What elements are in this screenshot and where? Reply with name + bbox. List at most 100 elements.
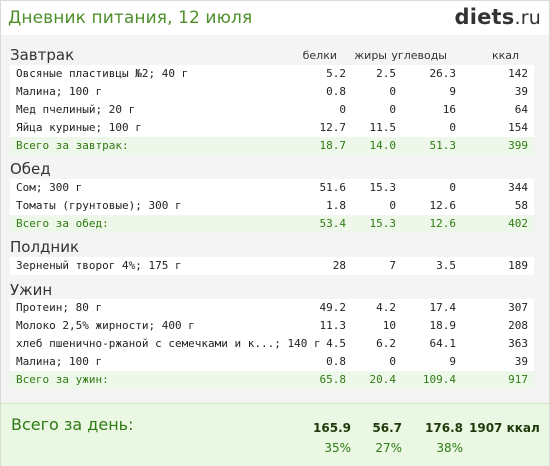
kcal-value: 39	[514, 355, 528, 368]
food-name: Яйца куриные; 100 г	[16, 121, 142, 134]
col-carbs: углеводы	[391, 49, 447, 62]
food-row[interactable]: Сом; 300 г 51.6 15.3 0 344	[10, 179, 534, 197]
protein-value: 0.8	[326, 85, 346, 98]
carbs-value: 18.9	[429, 319, 457, 332]
fat-value: 20.4	[369, 373, 397, 386]
food-name: Молоко 2,5% жирности; 400 г	[16, 319, 195, 332]
carbs-value: 17.4	[429, 301, 457, 314]
day-total-kcal: 1907 ккал	[469, 421, 540, 435]
meal-total-row: Всего за ужин: 65.8 20.4 109.4 917	[10, 371, 534, 389]
food-name: Протеин; 80 г	[16, 301, 103, 314]
kcal-value: 64	[514, 103, 528, 116]
protein-value: 28	[332, 259, 346, 272]
meal-total-label: Всего за обед:	[16, 217, 109, 230]
food-row[interactable]: Овсяные пластивцы №2; 40 г 5.2 2.5 26.3 142	[10, 65, 534, 83]
food-row[interactable]: Мед пчелиный; 20 г 0 0 16 64	[10, 101, 534, 119]
food-row[interactable]: хлеб пшенично-ржаной с семечками и к...;…	[10, 335, 534, 353]
carbs-value: 109.4	[422, 373, 456, 386]
kcal-value: 917	[508, 373, 528, 386]
food-name: Сом; 300 г	[16, 181, 83, 194]
fat-value: 14.0	[369, 139, 397, 152]
fat-value: 0	[389, 85, 396, 98]
day-fat-percent: 27%	[375, 441, 402, 455]
day-protein-percent: 35%	[324, 441, 351, 455]
protein-value: 0	[339, 103, 346, 116]
kcal-value: 58	[514, 199, 528, 212]
food-name: Овсяные пластивцы №2; 40 г	[16, 67, 189, 80]
meal-total-label: Всего за ужин:	[16, 373, 109, 386]
logo-main: diets	[454, 5, 515, 29]
food-name: Малина; 100 г	[16, 355, 103, 368]
day-total-label: Всего за день:	[11, 415, 134, 434]
col-kcal: ккал	[491, 49, 519, 62]
protein-value: 65.8	[319, 373, 347, 386]
carbs-value: 9	[449, 355, 456, 368]
carbs-value: 51.3	[429, 139, 457, 152]
fat-value: 0	[389, 355, 396, 368]
kcal-value: 39	[514, 85, 528, 98]
kcal-value: 399	[508, 139, 528, 152]
logo-tld: .ru	[514, 7, 541, 29]
fat-value: 2.5	[376, 67, 396, 80]
meal-title-lunch: Обед	[10, 160, 51, 178]
fat-value: 10	[382, 319, 396, 332]
food-name: Малина; 100 г	[16, 85, 103, 98]
kcal-value: 307	[508, 301, 528, 314]
fat-value: 0	[389, 103, 396, 116]
day-total-panel: Всего за день: 165.9 56.7 176.8 1907 кка…	[1, 403, 549, 466]
header: Дневник питания, 12 июля diets.ru	[1, 1, 549, 35]
day-carbs-percent: 38%	[436, 441, 463, 455]
meal-title-snack: Полдник	[10, 238, 80, 256]
meal-total-row: Всего за обед: 53.4 15.3 12.6 402	[10, 215, 534, 233]
food-row[interactable]: Зерненый творог 4%; 175 г 28 7 3.5 189	[10, 257, 534, 275]
col-protein: белки	[302, 49, 337, 62]
carbs-value: 26.3	[429, 67, 457, 80]
kcal-value: 208	[508, 319, 528, 332]
protein-value: 0.8	[326, 355, 346, 368]
food-name: хлеб пшенично-ржаной с семечками и к...;…	[16, 337, 321, 350]
kcal-value: 154	[508, 121, 528, 134]
food-name: Томаты (грунтовые); 300 г	[16, 199, 182, 212]
food-row[interactable]: Малина; 100 г 0.8 0 9 39	[10, 353, 534, 371]
diets-logo[interactable]: diets.ru	[454, 5, 541, 29]
food-name: Зерненый творог 4%; 175 г	[16, 259, 182, 272]
meal-total-row: Всего за завтрак: 18.7 14.0 51.3 399	[10, 137, 534, 155]
carbs-value: 9	[449, 85, 456, 98]
food-row[interactable]: Томаты (грунтовые); 300 г 1.8 0 12.6 58	[10, 197, 534, 215]
fat-value: 15.3	[369, 217, 397, 230]
protein-value: 51.6	[319, 181, 347, 194]
kcal-value: 363	[508, 337, 528, 350]
protein-value: 53.4	[319, 217, 347, 230]
food-row[interactable]: Протеин; 80 г 49.2 4.2 17.4 307	[10, 299, 534, 317]
protein-value: 4.5	[326, 337, 346, 350]
carbs-value: 0	[449, 121, 456, 134]
fat-value: 0	[389, 199, 396, 212]
meal-total-label: Всего за завтрак:	[16, 139, 129, 152]
fat-value: 15.3	[369, 181, 397, 194]
protein-value: 18.7	[319, 139, 347, 152]
food-name: Мед пчелиный; 20 г	[16, 103, 136, 116]
kcal-value: 402	[508, 217, 528, 230]
kcal-value: 344	[508, 181, 528, 194]
fat-value: 11.5	[369, 121, 397, 134]
carbs-value: 16	[442, 103, 456, 116]
kcal-value: 142	[508, 67, 528, 80]
food-row[interactable]: Молоко 2,5% жирности; 400 г 11.3 10 18.9 208	[10, 317, 534, 335]
meal-title-dinner: Ужин	[10, 281, 53, 299]
kcal-value: 189	[508, 259, 528, 272]
protein-value: 12.7	[319, 121, 347, 134]
day-total-protein: 165.9	[313, 421, 351, 435]
food-row[interactable]: Малина; 100 г 0.8 0 9 39	[10, 83, 534, 101]
protein-value: 1.8	[326, 199, 346, 212]
page-title: Дневник питания, 12 июля	[8, 8, 253, 28]
protein-value: 5.2	[326, 67, 346, 80]
carbs-value: 12.6	[429, 217, 457, 230]
fat-value: 4.2	[376, 301, 396, 314]
fat-value: 6.2	[376, 337, 396, 350]
col-fat: жиры	[354, 49, 387, 62]
day-total-carbs: 176.8	[425, 421, 463, 435]
fat-value: 7	[389, 259, 396, 272]
day-total-fat: 56.7	[372, 421, 402, 435]
carbs-value: 3.5	[436, 259, 456, 272]
food-row[interactable]: Яйца куриные; 100 г 12.7 11.5 0 154	[10, 119, 534, 137]
